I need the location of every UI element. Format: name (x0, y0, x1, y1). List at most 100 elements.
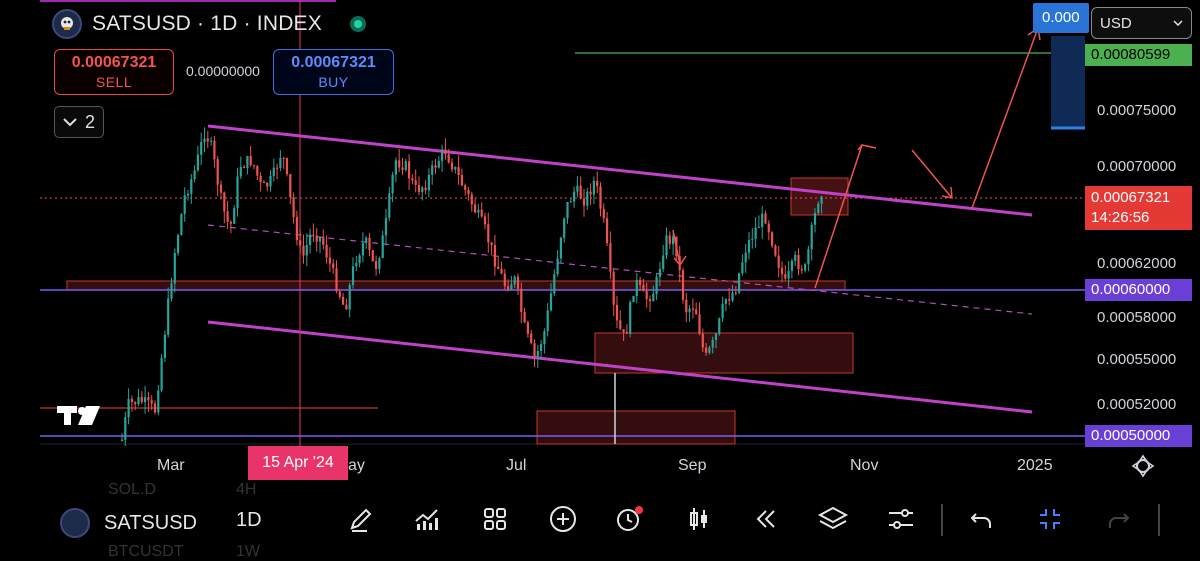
draw-pencil-icon[interactable] (344, 502, 378, 536)
candle-body (480, 209, 483, 217)
settings-sliders-icon[interactable] (884, 502, 918, 536)
candle-body (543, 331, 546, 345)
candle-body (332, 263, 335, 269)
candle-body (691, 308, 694, 310)
candle-body (698, 314, 701, 334)
candle-body (315, 235, 318, 242)
chart-header[interactable]: SATSUSD · 1D · INDEX (52, 8, 366, 40)
candle-body (183, 195, 186, 215)
undo-icon[interactable] (964, 502, 998, 536)
candle-body (312, 234, 315, 236)
price-label: 0.00075000 (1097, 102, 1177, 119)
sell-price: 0.00067321 (71, 54, 157, 71)
price-label: 0.00070000 (1097, 158, 1177, 175)
channel-lower[interactable] (207, 320, 1033, 414)
currency-select[interactable]: USD (1091, 7, 1192, 39)
candle-body (130, 398, 133, 403)
alert-clock-icon[interactable] (612, 502, 646, 536)
candle-body (520, 288, 523, 312)
layout-grid-icon[interactable] (478, 502, 512, 536)
candle-body (632, 295, 635, 303)
candle-body (639, 279, 642, 285)
candle-body (470, 194, 473, 205)
candle-body (134, 402, 137, 405)
candle-body (711, 339, 714, 348)
indicators-toggle[interactable]: 2 (54, 106, 104, 138)
symbol-logo-icon (60, 508, 90, 538)
channel-upper[interactable] (207, 124, 1033, 217)
candle-body (203, 138, 206, 142)
candle-body (328, 257, 331, 264)
candle-body (305, 245, 308, 256)
candle-body (368, 237, 371, 251)
toolbar-divider (941, 504, 943, 536)
candle-body (460, 175, 463, 186)
candle-body (256, 165, 259, 176)
projection-arrows[interactable] (672, 26, 1041, 289)
redo-icon[interactable] (1102, 502, 1136, 536)
candle-body (213, 140, 216, 160)
candle-body (724, 299, 727, 304)
symbol-title[interactable]: SATSUSD · 1D · INDEX (92, 12, 322, 35)
symbol-selector[interactable]: SATSUSD (60, 508, 197, 538)
price-top-tag[interactable]: 0.000 (1033, 3, 1089, 33)
candle-body (437, 160, 440, 168)
gear-icon[interactable] (1131, 454, 1155, 478)
candle-body (500, 268, 503, 274)
current-price-tag[interactable]: 0.00067321 14:26:56 (1085, 186, 1192, 230)
channel-mid-dashed[interactable] (207, 224, 1033, 315)
replay-rewind-icon[interactable] (749, 502, 783, 536)
candle-body (272, 167, 275, 177)
support-zone-top[interactable] (66, 280, 846, 291)
indicators-chart-icon[interactable] (410, 502, 444, 536)
candle-body (216, 159, 219, 185)
candle-body (787, 270, 790, 279)
candle-body (355, 263, 358, 267)
candle-body (157, 390, 160, 413)
candle-body (233, 208, 236, 224)
bar-countdown: 14:26:56 (1091, 209, 1150, 226)
demand-zone-low[interactable] (536, 410, 736, 445)
current-price-value: 0.00067321 (1091, 189, 1171, 206)
level-tag-60[interactable]: 0.00060000 (1085, 279, 1192, 301)
candle-body (229, 221, 232, 224)
candle-type-icon[interactable] (682, 502, 716, 536)
candle-body (645, 291, 648, 300)
candle-body (401, 167, 404, 170)
add-circle-icon[interactable] (546, 502, 580, 536)
chevron-down-icon (1173, 20, 1183, 26)
candle-body (127, 398, 130, 418)
watchlist-ghost-tf: 1W (236, 543, 260, 560)
candle-body (391, 174, 394, 194)
layers-icon[interactable] (816, 502, 850, 536)
candle-body (579, 185, 582, 199)
candle-body (137, 396, 140, 405)
demand-zone[interactable] (594, 332, 854, 374)
candle-body (658, 269, 661, 277)
timeframe-selector[interactable]: 1D (236, 509, 262, 531)
time-label: 2025 (1017, 457, 1053, 474)
candle-body (681, 270, 685, 300)
level-tag-50[interactable]: 0.00050000 (1085, 425, 1192, 447)
candle-body (810, 224, 813, 250)
fullscreen-collapse-icon[interactable] (1033, 502, 1067, 536)
candle-body (566, 201, 569, 219)
candle-body (351, 266, 355, 285)
buy-button[interactable]: 0.00067321 BUY (273, 49, 394, 95)
candle-body (299, 240, 302, 246)
candle-body (259, 175, 262, 183)
candle-body (210, 140, 213, 142)
candle-body (474, 204, 477, 213)
price-tag-green[interactable]: 0.00080599 (1085, 44, 1192, 66)
candle-body (457, 167, 460, 176)
candle-body (282, 157, 285, 159)
candle-body (589, 191, 592, 195)
sell-button[interactable]: 0.00067321 SELL (54, 49, 174, 95)
candle-body (249, 156, 252, 166)
candle-body (160, 357, 163, 391)
supply-zone[interactable] (790, 177, 849, 216)
candle-body (252, 165, 256, 167)
candle-body (269, 176, 272, 187)
candle-body (441, 149, 444, 161)
